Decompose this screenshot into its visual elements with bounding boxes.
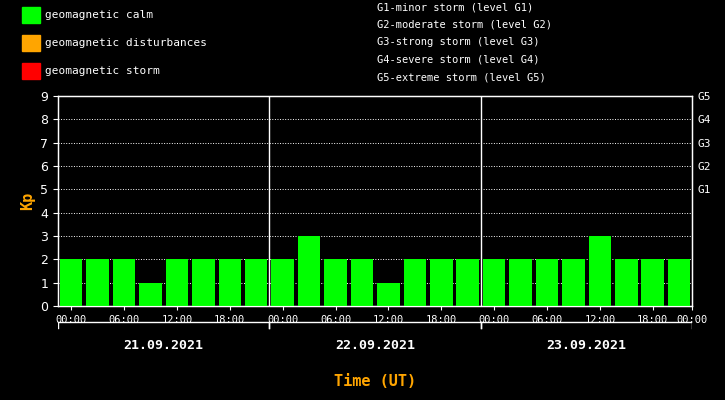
Text: geomagnetic calm: geomagnetic calm xyxy=(45,10,153,20)
Bar xyxy=(642,259,664,306)
Y-axis label: Kp: Kp xyxy=(20,192,35,210)
Bar xyxy=(536,259,558,306)
Text: geomagnetic disturbances: geomagnetic disturbances xyxy=(45,38,207,48)
Text: Time (UT): Time (UT) xyxy=(334,374,416,388)
Bar xyxy=(298,236,320,306)
Bar xyxy=(139,283,162,306)
Bar xyxy=(457,259,479,306)
Bar xyxy=(218,259,241,306)
Bar xyxy=(166,259,188,306)
Bar xyxy=(668,259,690,306)
Text: G1-minor storm (level G1): G1-minor storm (level G1) xyxy=(377,2,534,12)
Bar xyxy=(589,236,611,306)
Text: G4-severe storm (level G4): G4-severe storm (level G4) xyxy=(377,55,539,65)
Text: G2-moderate storm (level G2): G2-moderate storm (level G2) xyxy=(377,20,552,30)
Text: 21.09.2021: 21.09.2021 xyxy=(124,339,204,352)
Bar xyxy=(192,259,215,306)
Text: G3-strong storm (level G3): G3-strong storm (level G3) xyxy=(377,37,539,47)
Bar xyxy=(510,259,532,306)
Bar xyxy=(22,63,40,79)
Bar xyxy=(271,259,294,306)
Bar xyxy=(430,259,452,306)
Bar xyxy=(351,259,373,306)
Text: 22.09.2021: 22.09.2021 xyxy=(335,339,415,352)
Bar xyxy=(404,259,426,306)
Text: 23.09.2021: 23.09.2021 xyxy=(547,339,626,352)
Bar xyxy=(562,259,584,306)
Text: G5-extreme storm (level G5): G5-extreme storm (level G5) xyxy=(377,72,546,82)
Bar xyxy=(60,259,83,306)
Bar xyxy=(615,259,637,306)
Bar xyxy=(245,259,268,306)
Bar xyxy=(22,35,40,51)
Bar xyxy=(86,259,109,306)
Text: geomagnetic storm: geomagnetic storm xyxy=(45,66,160,76)
Bar xyxy=(22,7,40,23)
Bar xyxy=(113,259,136,306)
Bar xyxy=(377,283,399,306)
Bar xyxy=(483,259,505,306)
Bar xyxy=(324,259,347,306)
